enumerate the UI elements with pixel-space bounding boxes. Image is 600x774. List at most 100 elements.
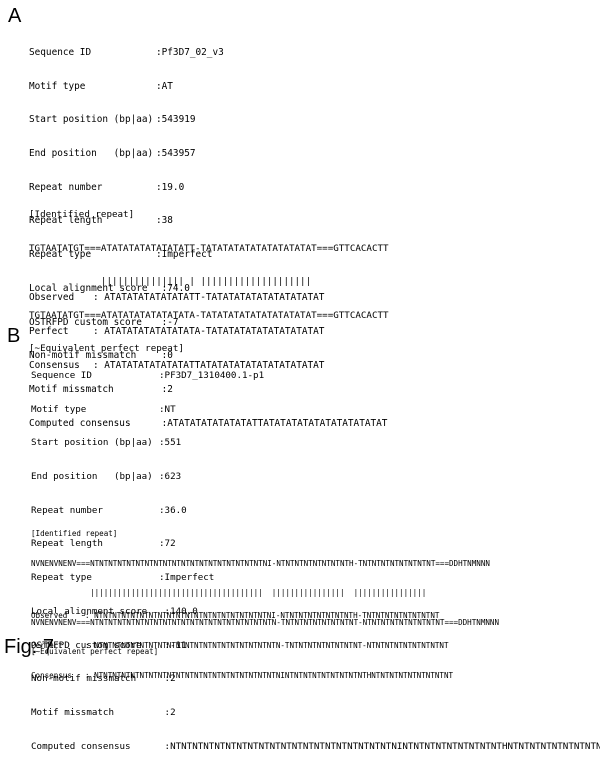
field-value: :2 <box>159 706 176 718</box>
field-value: :543957 <box>156 148 196 160</box>
info-row-repeat-type: Repeat type :Imperfect <box>31 572 600 584</box>
field-label: Non-motif missmatch <box>29 350 137 362</box>
info-row-local-alignment-score: Local alignment score :140.0 <box>31 606 600 618</box>
summary-label: Observed <box>29 292 75 303</box>
field-label: Local alignment score <box>29 282 148 294</box>
field-value: :19.0 <box>156 181 185 193</box>
field-value: :NTNTNTNTNTNTNTNTNTNTNTNTNTNTNTNTNTNTNTN… <box>159 740 600 752</box>
info-row-motif-mismatch: Motif missmatch :2 <box>29 384 387 396</box>
alignment-observed-line: NVNENVNENV===NTNTNTNTNTNTNTNTNTNTNTNTNTN… <box>31 558 490 568</box>
field-value: :-7 <box>156 316 179 328</box>
field-label: Motif missmatch <box>29 383 114 395</box>
summary-value: : ATATATATATATATATA-TATATATATATATATATATA… <box>93 326 325 337</box>
summary-row-observed: Observed : ATATATATATATATATT-TATATATATATA… <box>29 292 324 304</box>
alignment-observed-line: TGTAATATGT===ATATATATATATATATT-TATATATAT… <box>29 242 389 254</box>
field-label: Motif type <box>29 80 86 92</box>
summary-label: Perfect <box>29 326 69 337</box>
field-value: :AT <box>156 80 173 92</box>
summary-value: : ATATATATATATATATTATATATATATATATATATATA… <box>93 360 325 371</box>
field-value: :PF3D7_1310400.1-p1 <box>159 370 265 381</box>
field-label: Repeat length <box>31 538 103 550</box>
field-label: End position (bp|aa) <box>29 148 154 160</box>
field-label: Sequence ID <box>31 370 92 381</box>
info-row-non-motif-mismatch: Non-motif missmatch :0 <box>29 350 387 362</box>
field-label: Motif type <box>31 403 87 415</box>
equivalent-repeat-footer: [~Equivalent perfect repeat] <box>29 343 184 354</box>
field-label: Repeat number <box>29 181 103 193</box>
summary-value: : ATATATATATATATATT-TATATATATATATATATATA… <box>93 292 325 303</box>
info-row-repeat-number: Repeat number :19.0 <box>29 182 387 194</box>
field-value: :NT <box>159 403 176 415</box>
field-label: Repeat type <box>31 572 92 584</box>
field-label: Repeat length <box>29 215 103 227</box>
info-row-end-position: End position (bp|aa):623 <box>31 471 600 483</box>
info-row-repeat-number: Repeat number :36.0 <box>31 505 600 517</box>
field-label: OSTRFPD custom score <box>29 316 142 328</box>
info-row-repeat-length: Repeat length :38 <box>29 215 387 227</box>
field-label: Repeat number <box>31 504 103 516</box>
identified-repeat-header: [Identified repeat] <box>31 529 118 538</box>
info-row-motif-mismatch: Motif missmatch :2 <box>31 707 600 719</box>
repeat-info-table: Sequence ID :Pf3D7_02_v3 Motif type :AT St… <box>29 25 387 451</box>
identified-repeat-header: [Identified repeat] <box>29 209 135 220</box>
field-label: Repeat type <box>29 249 92 261</box>
summary-label: Observed <box>31 611 68 620</box>
field-label: Start position (bp|aa) <box>31 437 153 449</box>
summary-row-observed: Observed : NTNTNTNTNTNTNTNTNTNTNTNTNTNTNT… <box>31 610 453 622</box>
field-label: End position (bp|aa) <box>31 471 153 483</box>
field-value: :2 <box>156 383 173 395</box>
info-row-computed-consensus: Computed consensus :NTNTNTNTNTNTNTNTNTNT… <box>31 741 600 753</box>
field-label: Computed consensus <box>31 740 131 752</box>
info-row-custom-score: OSTRFPD custom score :-7 <box>29 317 387 329</box>
summary-row-perfect: Perfect : NTNTNTNTNTNTNTNTNTNTNTNTNTNTNTN… <box>31 640 453 652</box>
figure-caption: Fig. 7 <box>4 636 55 658</box>
panel-label: B <box>7 325 21 347</box>
summary-label: Consensus <box>29 360 80 371</box>
sequence-summary: Observed : NTNTNTNTNTNTNTNTNTNTNTNTNTNTNT… <box>31 592 453 700</box>
field-value: :74.0 <box>156 282 190 294</box>
info-row-repeat-type: Repeat type:Imperfect <box>29 249 387 261</box>
field-value: :36.0 <box>159 504 187 516</box>
field-value: :72 <box>159 538 176 550</box>
field-label: Start position (bp|aa) <box>29 114 154 126</box>
field-value: :ATATATATATATATATTATATATATATATATATATATAT <box>156 417 388 429</box>
alignment-match-line: |||||||||||||||||||||||||||||||||||||| |… <box>31 588 427 597</box>
field-label: OSTRFPD custom score <box>31 639 142 651</box>
field-label: Sequence ID <box>29 47 92 58</box>
field-value: :38 <box>156 215 173 227</box>
field-label: Local alignment score <box>31 605 148 617</box>
sequence-summary: Observed : ATATATATATATATATT-TATATATATATA… <box>29 270 324 394</box>
alignment-block: [Identified repeat] NVNENVNENV===NTNTNTN… <box>31 510 499 676</box>
field-value: :140.0 <box>159 605 198 617</box>
field-value: :Pf3D7_02_v3 <box>156 47 224 58</box>
summary-value: : NTNTNTNTNTNTNTNTNTNTNTNTNTNTNTNTNTNTNT… <box>85 611 440 620</box>
field-value: :551 <box>159 437 182 449</box>
info-row-sequence-id: Sequence ID :Pf3D7_02_v3 <box>29 47 387 59</box>
summary-value: : NTNTNTNTNTNTNTNTNTNTNTNTNTNTNTNTNTNTNT… <box>85 671 454 680</box>
summary-row-consensus: Consensus : NTNTNTNTNTNTNTNTNTNTNTNTNTNTN… <box>31 670 453 682</box>
alignment-perfect-line: NVNENVNENV===NTNTNTNTNTNTNTNTNTNTNTNTNTN… <box>31 617 499 627</box>
alignment-perfect-line: TGTAATATGT===ATATATATATATATATA-TATATATAT… <box>29 309 389 321</box>
alignment-block: [Identified repeat] TGTAATATGT===ATATATA… <box>29 187 389 377</box>
info-row-start-position: Start position (bp|aa):543919 <box>29 114 387 126</box>
alignment-match-line: ||||||||||||||| | |||||||||||||||||||| <box>29 276 312 287</box>
field-value: :Imperfect <box>159 572 215 584</box>
info-row-motif-type: Motif type :NT <box>31 404 600 416</box>
summary-row-consensus: Consensus : ATATATATATATATATTATATATATATAT… <box>29 360 324 372</box>
summary-label: Consensus <box>31 671 72 680</box>
info-row-computed-consensus: Computed consensus :ATATATATATATATATTATA… <box>29 418 387 430</box>
panel-label: A <box>8 5 22 27</box>
info-row-repeat-length: Repeat length :72 <box>31 538 600 550</box>
info-row-start-position: Start position (bp|aa) :551 <box>31 437 600 449</box>
field-label: Motif missmatch <box>31 706 114 718</box>
summary-value: : NTNTNTNTNTNTNTNTNTNTNTNTNTNTNTNTNTNTNT… <box>85 641 449 650</box>
info-row-motif-type: Motif type :AT <box>29 81 387 93</box>
field-label: Computed consensus <box>29 417 131 429</box>
equivalent-repeat-footer: [~Equivalent perfect repeat] <box>31 647 159 656</box>
summary-row-perfect: Perfect : ATATATATATATATATA-TATATATATATAT… <box>29 326 324 338</box>
field-value: :543919 <box>156 114 196 126</box>
summary-label: Perfect <box>31 641 63 650</box>
info-row-sequence-id: Sequence ID :PF3D7_1310400.1-p1 <box>31 370 600 382</box>
info-row-end-position: End position (bp|aa):543957 <box>29 148 387 160</box>
info-row-custom-score: OSTRFPD custom score :-11 <box>31 640 600 652</box>
